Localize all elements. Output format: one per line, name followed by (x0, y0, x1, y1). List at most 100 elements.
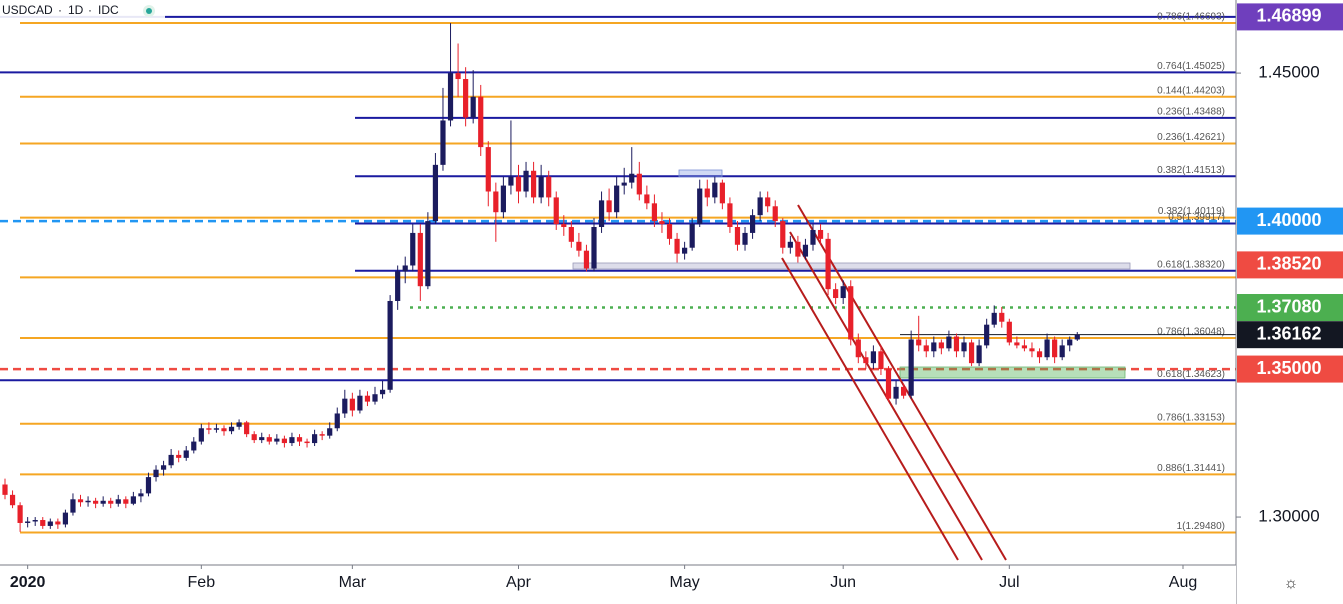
candle-body (485, 147, 491, 192)
candle-body (802, 244, 809, 257)
candle-body (183, 450, 189, 458)
price-label-box (1237, 207, 1343, 235)
candle-body (712, 182, 718, 198)
candle-body (228, 426, 235, 432)
candle-body (697, 188, 703, 225)
candle-body (349, 398, 355, 411)
candle-body (281, 438, 287, 444)
candle-body (334, 413, 340, 429)
price-label-box (1237, 294, 1343, 322)
candle-body (1074, 334, 1080, 340)
candle-body (893, 386, 899, 399)
candle-body (931, 342, 937, 352)
y-tick-label: 1.30000 (1258, 507, 1319, 526)
candle-body (583, 250, 590, 269)
candle-body (2, 484, 8, 495)
header-bg (0, 0, 165, 22)
candle-body (598, 200, 605, 228)
candle-body (689, 224, 695, 248)
candle-body (191, 441, 197, 451)
candle-body (984, 324, 990, 346)
candle-body (674, 238, 680, 254)
candle-body (780, 221, 786, 248)
candle-body (296, 437, 303, 442)
candle-body (108, 500, 114, 504)
candle-body (568, 227, 574, 242)
price-label: 1.46899 (1256, 6, 1321, 26)
channel-line (797, 204, 1007, 561)
candle-body (576, 241, 582, 251)
candle-body (908, 339, 914, 396)
candle-body (833, 289, 839, 299)
x-tick-label: May (669, 574, 699, 591)
settings-icon[interactable]: ☼ (1284, 575, 1299, 592)
price-label: 1.40000 (1256, 210, 1321, 230)
candle-body (1021, 345, 1028, 349)
candle-body (553, 197, 559, 225)
candle-body (1044, 339, 1050, 358)
candle-body (787, 241, 793, 248)
candle-body (848, 286, 854, 340)
candle-body (395, 271, 401, 301)
candle-body (206, 428, 212, 430)
x-tick-label: 2020 (10, 574, 46, 591)
candle-body (470, 96, 476, 118)
candle-body (1006, 321, 1012, 343)
candle-body (1014, 342, 1020, 346)
candle-body (410, 232, 416, 266)
candle-body (719, 182, 725, 204)
candle-body (402, 265, 408, 272)
candle-body (440, 120, 446, 165)
candle-body (274, 438, 280, 442)
candle-body (870, 351, 876, 364)
candle-body (606, 200, 612, 213)
candle-body (100, 500, 106, 504)
zone-box (572, 262, 1131, 270)
candle-body (840, 286, 846, 299)
candle-body (62, 512, 69, 525)
candle-body (47, 521, 53, 526)
price-label-box (1237, 251, 1343, 279)
x-tick-label: Mar (339, 574, 367, 591)
candle-body (32, 520, 38, 522)
header: USDCAD · 1D · IDC (0, 0, 165, 22)
candle-body (85, 500, 91, 503)
candle-body (810, 229, 816, 245)
candle-body (825, 238, 831, 290)
candle-body (244, 422, 250, 435)
candle-body (213, 428, 220, 430)
candle-body (123, 499, 129, 504)
candle-body (319, 434, 325, 436)
candle-body (644, 194, 650, 204)
candle-body (342, 398, 348, 414)
candle-body (455, 73, 461, 80)
candle-body (432, 164, 439, 222)
candle-body (251, 434, 257, 441)
candle-body (115, 499, 121, 504)
candle-body (500, 185, 506, 213)
level-label: 0.786(1.46693) (1157, 12, 1225, 23)
level-label: 0.764(1.45025) (1157, 61, 1225, 72)
candle-body (40, 520, 46, 526)
time-axis (0, 565, 1236, 604)
candle-body (795, 241, 801, 257)
level-label: 0.5(1.39917) (1168, 212, 1225, 223)
candle-body (417, 232, 423, 287)
price-label: 1.38520 (1256, 254, 1321, 274)
candle-body (546, 176, 552, 198)
level-label: 0.618(1.38320) (1157, 259, 1225, 270)
level-label: 0.382(1.40119) (1158, 206, 1225, 217)
x-tick-label: Jul (999, 574, 1019, 591)
interval: 1D (68, 3, 84, 17)
x-tick-label: Feb (188, 574, 216, 591)
candle-body (953, 336, 960, 352)
candle-body (659, 221, 665, 225)
zone-box (678, 169, 723, 178)
candle-body (727, 203, 733, 228)
candle-body (923, 345, 929, 352)
candle-body (757, 197, 763, 216)
candle-body (863, 357, 869, 364)
candle-body (327, 428, 333, 436)
candle-body (138, 493, 144, 497)
